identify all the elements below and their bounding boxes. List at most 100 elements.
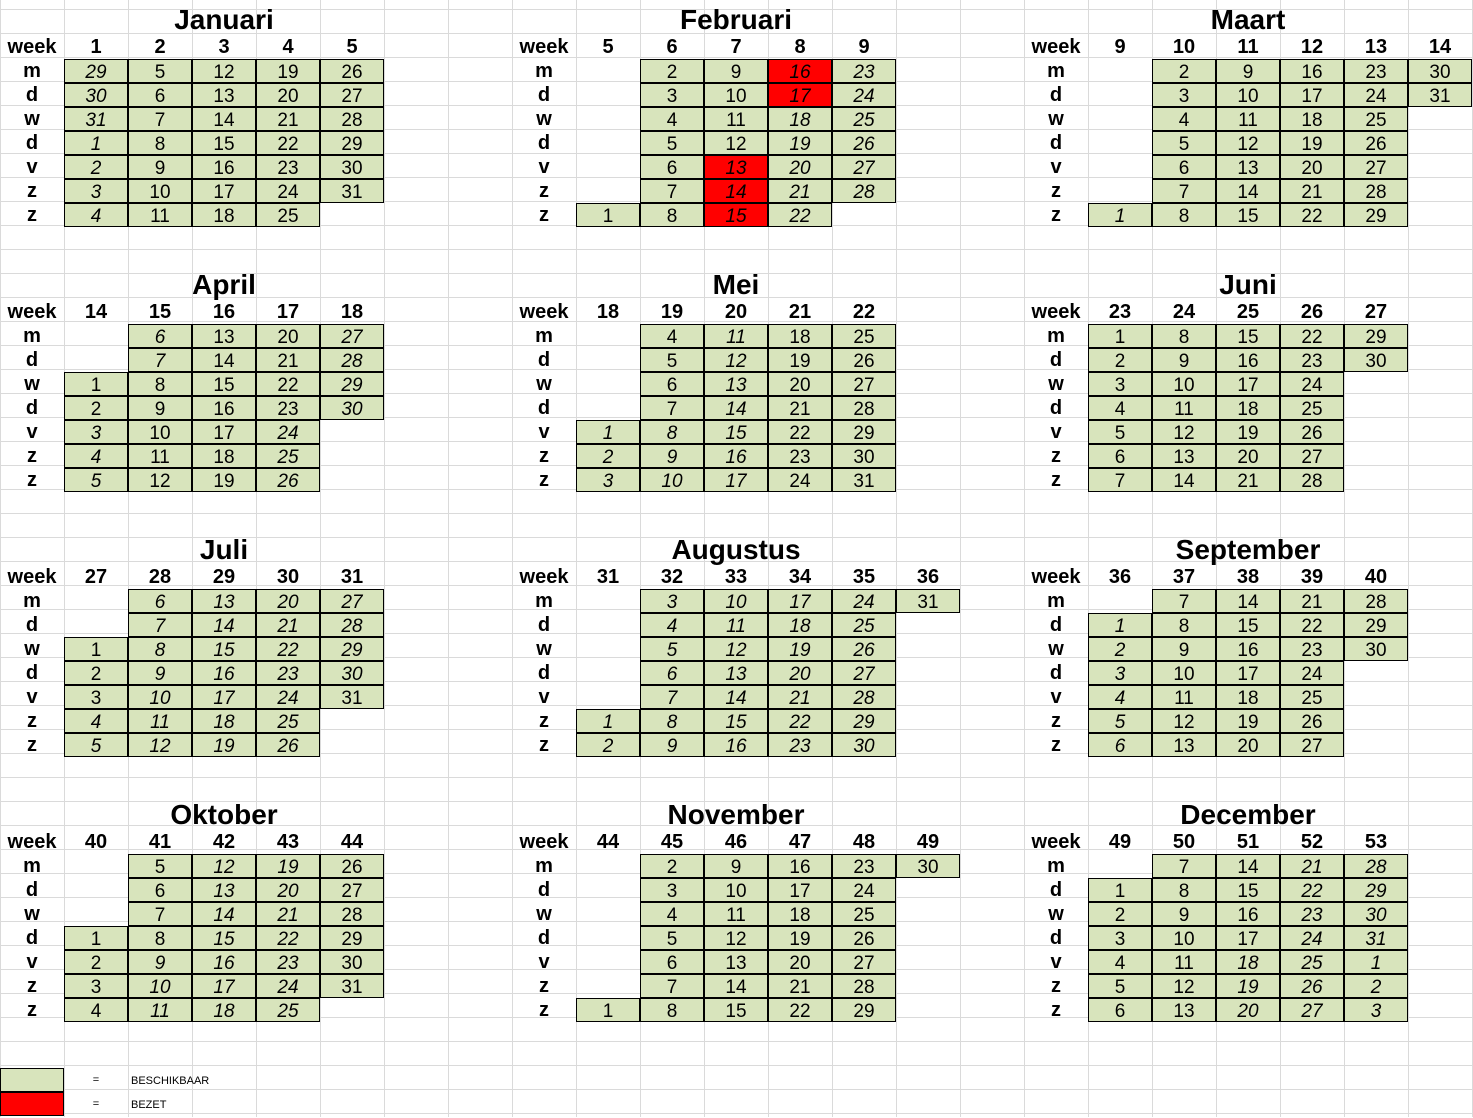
day-cell-available[interactable]: 11 bbox=[704, 324, 768, 348]
day-cell-available[interactable]: 27 bbox=[1280, 998, 1344, 1022]
day-cell-available[interactable]: 3 bbox=[640, 589, 704, 613]
day-cell-available[interactable]: 21 bbox=[256, 348, 320, 372]
day-cell-available[interactable]: 6 bbox=[128, 324, 192, 348]
day-cell-available[interactable]: 9 bbox=[1152, 348, 1216, 372]
day-cell-available[interactable]: 3 bbox=[640, 878, 704, 902]
day-cell-available[interactable]: 31 bbox=[320, 974, 384, 998]
day-cell-available[interactable]: 6 bbox=[1088, 733, 1152, 757]
day-cell-available[interactable]: 11 bbox=[704, 613, 768, 637]
day-cell-available[interactable]: 24 bbox=[1344, 83, 1408, 107]
day-cell-available[interactable]: 28 bbox=[1344, 179, 1408, 203]
day-cell-available[interactable]: 4 bbox=[640, 902, 704, 926]
day-cell-available[interactable]: 19 bbox=[768, 348, 832, 372]
day-cell-available[interactable]: 24 bbox=[1280, 372, 1344, 396]
day-cell-available[interactable]: 9 bbox=[128, 396, 192, 420]
day-cell-available[interactable]: 14 bbox=[1216, 179, 1280, 203]
day-cell-available[interactable]: 13 bbox=[192, 324, 256, 348]
day-cell-available[interactable]: 4 bbox=[1088, 396, 1152, 420]
day-cell-available[interactable]: 3 bbox=[64, 974, 128, 998]
day-cell-available[interactable]: 30 bbox=[832, 733, 896, 757]
day-cell-available[interactable]: 15 bbox=[1216, 878, 1280, 902]
day-cell-available[interactable]: 3 bbox=[64, 420, 128, 444]
day-cell-available[interactable]: 12 bbox=[1152, 709, 1216, 733]
day-cell-available[interactable]: 30 bbox=[1344, 637, 1408, 661]
day-cell-available[interactable]: 8 bbox=[640, 420, 704, 444]
day-cell-available[interactable]: 16 bbox=[704, 444, 768, 468]
day-cell-available[interactable]: 12 bbox=[704, 131, 768, 155]
day-cell-available[interactable]: 29 bbox=[320, 372, 384, 396]
day-cell-available[interactable]: 14 bbox=[1216, 589, 1280, 613]
day-cell-available[interactable]: 10 bbox=[1152, 926, 1216, 950]
day-cell-available[interactable]: 27 bbox=[832, 372, 896, 396]
day-cell-available[interactable]: 28 bbox=[1344, 854, 1408, 878]
day-cell-available[interactable]: 31 bbox=[832, 468, 896, 492]
day-cell-available[interactable]: 13 bbox=[1216, 155, 1280, 179]
day-cell-available[interactable]: 20 bbox=[256, 878, 320, 902]
day-cell-available[interactable]: 8 bbox=[128, 372, 192, 396]
day-cell-available[interactable]: 21 bbox=[768, 179, 832, 203]
day-cell-available[interactable]: 5 bbox=[1088, 420, 1152, 444]
day-cell-available[interactable]: 22 bbox=[768, 709, 832, 733]
day-cell-available[interactable]: 9 bbox=[1152, 902, 1216, 926]
day-cell-available[interactable]: 24 bbox=[256, 179, 320, 203]
day-cell-available[interactable]: 21 bbox=[768, 685, 832, 709]
day-cell-available[interactable]: 31 bbox=[1344, 926, 1408, 950]
day-cell-available[interactable]: 1 bbox=[576, 420, 640, 444]
day-cell-available[interactable]: 29 bbox=[320, 131, 384, 155]
day-cell-available[interactable]: 21 bbox=[1280, 589, 1344, 613]
day-cell-available[interactable]: 18 bbox=[768, 613, 832, 637]
day-cell-available[interactable]: 28 bbox=[832, 396, 896, 420]
day-cell-available[interactable]: 21 bbox=[256, 613, 320, 637]
day-cell-available[interactable]: 25 bbox=[256, 998, 320, 1022]
day-cell-available[interactable]: 17 bbox=[1216, 372, 1280, 396]
day-cell-available[interactable]: 26 bbox=[256, 733, 320, 757]
day-cell-available[interactable]: 5 bbox=[640, 637, 704, 661]
day-cell-available[interactable]: 15 bbox=[1216, 613, 1280, 637]
day-cell-available[interactable]: 20 bbox=[768, 661, 832, 685]
day-cell-available[interactable]: 23 bbox=[1280, 637, 1344, 661]
day-cell-available[interactable]: 29 bbox=[1344, 613, 1408, 637]
day-cell-available[interactable]: 18 bbox=[1216, 396, 1280, 420]
day-cell-available[interactable]: 8 bbox=[1152, 613, 1216, 637]
day-cell-available[interactable]: 11 bbox=[1152, 685, 1216, 709]
day-cell-available[interactable]: 30 bbox=[320, 155, 384, 179]
day-cell-available[interactable]: 6 bbox=[128, 83, 192, 107]
day-cell-available[interactable]: 20 bbox=[768, 155, 832, 179]
day-cell-available[interactable]: 27 bbox=[832, 155, 896, 179]
day-cell-available[interactable]: 26 bbox=[256, 468, 320, 492]
day-cell-available[interactable]: 1 bbox=[64, 926, 128, 950]
day-cell-available[interactable]: 27 bbox=[1344, 155, 1408, 179]
day-cell-available[interactable]: 19 bbox=[768, 131, 832, 155]
day-cell-available[interactable]: 29 bbox=[832, 709, 896, 733]
day-cell-available[interactable]: 17 bbox=[1280, 83, 1344, 107]
day-cell-available[interactable]: 14 bbox=[704, 974, 768, 998]
day-cell-available[interactable]: 15 bbox=[704, 998, 768, 1022]
day-cell-available[interactable]: 5 bbox=[64, 733, 128, 757]
day-cell-available[interactable]: 17 bbox=[192, 179, 256, 203]
day-cell-available[interactable]: 21 bbox=[1280, 854, 1344, 878]
day-cell-available[interactable]: 10 bbox=[704, 589, 768, 613]
day-cell-available[interactable]: 8 bbox=[1152, 878, 1216, 902]
day-cell-available[interactable]: 7 bbox=[1152, 179, 1216, 203]
day-cell-available[interactable]: 4 bbox=[1088, 685, 1152, 709]
day-cell-available[interactable]: 27 bbox=[832, 950, 896, 974]
day-cell-available[interactable]: 16 bbox=[1280, 59, 1344, 83]
day-cell-available[interactable]: 30 bbox=[896, 854, 960, 878]
day-cell-available[interactable]: 5 bbox=[640, 348, 704, 372]
day-cell-available[interactable]: 15 bbox=[704, 420, 768, 444]
day-cell-occupied[interactable]: 14 bbox=[704, 179, 768, 203]
day-cell-available[interactable]: 30 bbox=[64, 83, 128, 107]
day-cell-available[interactable]: 12 bbox=[1152, 420, 1216, 444]
day-cell-available[interactable]: 4 bbox=[64, 203, 128, 227]
day-cell-available[interactable]: 19 bbox=[1216, 420, 1280, 444]
day-cell-available[interactable]: 3 bbox=[640, 83, 704, 107]
day-cell-available[interactable]: 13 bbox=[704, 661, 768, 685]
day-cell-available[interactable]: 16 bbox=[1216, 902, 1280, 926]
day-cell-available[interactable]: 1 bbox=[576, 203, 640, 227]
day-cell-available[interactable]: 14 bbox=[192, 613, 256, 637]
day-cell-available[interactable]: 30 bbox=[320, 396, 384, 420]
day-cell-available[interactable]: 13 bbox=[1152, 444, 1216, 468]
day-cell-available[interactable]: 22 bbox=[768, 203, 832, 227]
day-cell-available[interactable]: 2 bbox=[64, 950, 128, 974]
day-cell-available[interactable]: 10 bbox=[1216, 83, 1280, 107]
